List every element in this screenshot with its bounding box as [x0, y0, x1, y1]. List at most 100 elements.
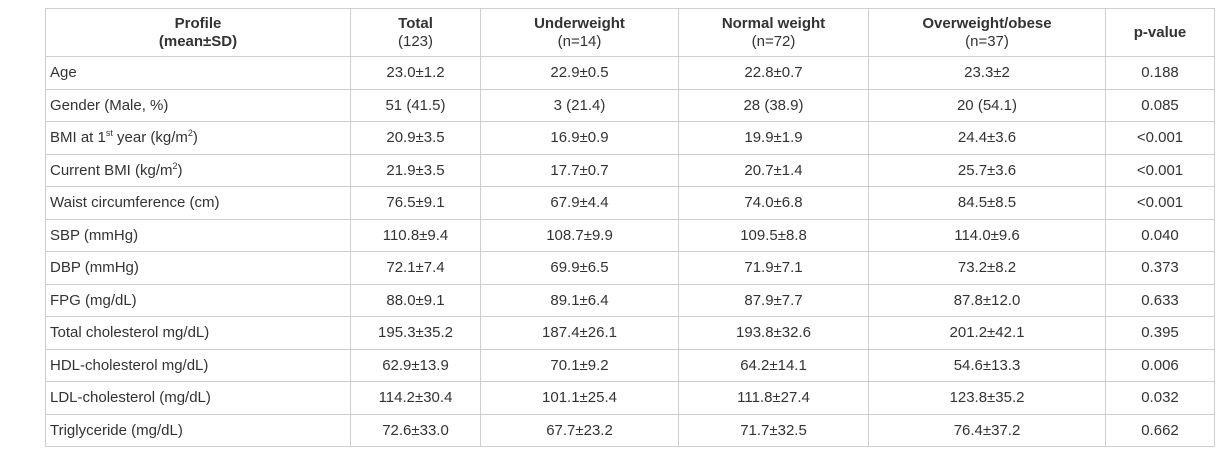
header-cell: Underweight (n=14) [480, 8, 679, 57]
table-row: Triglyceride (mg/dL) 72.6±33.0 67.7±23.2 71… [45, 413, 1215, 447]
row-label: BMI at 1st year (kg/m2) [45, 121, 351, 155]
table-cell: 114.2±30.4 [350, 381, 481, 415]
table-cell: 114.0±9.6 [868, 218, 1106, 252]
table-row: Gender (Male, %) 51 (41.5) 3 (21.4) 28 (38.… [45, 88, 1215, 122]
table-cell: 76.5±9.1 [350, 186, 481, 220]
table-cell: 25.7±3.6 [868, 153, 1106, 187]
row-label: Triglyceride (mg/dL) [45, 413, 351, 447]
header-title: Underweight [534, 14, 625, 32]
table-cell: 108.7±9.9 [480, 218, 679, 252]
header-cell: Total (123) [350, 8, 481, 57]
table-cell: 84.5±8.5 [868, 186, 1106, 220]
table-cell: 0.188 [1105, 56, 1215, 90]
superscript: 2 [187, 128, 193, 139]
table-cell: 51 (41.5) [350, 88, 481, 122]
label-text: SBP (mmHg) [50, 226, 139, 244]
table-row: SBP (mmHg) 110.8±9.4 108.7±9.9 109.5±8.8 114… [45, 218, 1215, 252]
label-text: Current BMI (kg/m [50, 161, 173, 179]
row-label: SBP (mmHg) [45, 218, 351, 252]
table-cell: <0.001 [1105, 153, 1215, 187]
label-text: year (kg/m [112, 129, 188, 147]
table-cell: 123.8±35.2 [868, 381, 1106, 415]
table-cell: 64.2±14.1 [678, 348, 869, 382]
table-cell: 28 (38.9) [678, 88, 869, 122]
header-title: Normal weight [721, 14, 826, 32]
header-subtitle: (n=37) [965, 32, 1009, 50]
table-cell: <0.001 [1105, 186, 1215, 220]
table-cell: 193.8±32.6 [678, 316, 869, 350]
table-cell: <0.001 [1105, 121, 1215, 155]
label-text: ) [177, 161, 183, 179]
header-subtitle: (mean±SD) [158, 32, 238, 50]
table-cell: 22.9±0.5 [480, 56, 679, 90]
label-text: DBP (mmHg) [50, 259, 139, 277]
table-cell: 76.4±37.2 [868, 413, 1106, 447]
table-cell: 23.0±1.2 [350, 56, 481, 90]
row-label: Total cholesterol mg/dL) [45, 316, 351, 350]
label-text: BMI at 1 [50, 129, 106, 147]
table-cell: 89.1±6.4 [480, 283, 679, 317]
table-cell: 62.9±13.9 [350, 348, 481, 382]
table-cell: 187.4±26.1 [480, 316, 679, 350]
label-text: Triglyceride (mg/dL) [50, 421, 183, 439]
table-cell: 67.9±4.4 [480, 186, 679, 220]
table-cell: 111.8±27.4 [678, 381, 869, 415]
row-label: Age [45, 56, 351, 90]
table-cell: 67.7±23.2 [480, 413, 679, 447]
table-cell: 72.6±33.0 [350, 413, 481, 447]
table-cell: 74.0±6.8 [678, 186, 869, 220]
row-label: Current BMI (kg/m2) [45, 153, 351, 187]
table-cell: 87.8±12.0 [868, 283, 1106, 317]
label-text: Total cholesterol mg/dL) [50, 324, 210, 342]
table-cell: 73.2±8.2 [868, 251, 1106, 285]
table-cell: 16.9±0.9 [480, 121, 679, 155]
header-cell: Profile (mean±SD) [45, 8, 351, 57]
table-cell: 24.4±3.6 [868, 121, 1106, 155]
label-text: ) [192, 129, 198, 147]
label-text: LDL-cholesterol (mg/dL) [50, 389, 211, 407]
table-cell: 195.3±35.2 [350, 316, 481, 350]
table-cell: 0.085 [1105, 88, 1215, 122]
table-cell: 0.662 [1105, 413, 1215, 447]
row-label: FPG (mg/dL) [45, 283, 351, 317]
table-cell: 0.032 [1105, 381, 1215, 415]
table-row: Age 23.0±1.2 22.9±0.5 22.8±0.7 23.3±2 0.188 [45, 56, 1215, 90]
header-cell: p-value [1105, 8, 1215, 57]
table-cell: 110.8±9.4 [350, 218, 481, 252]
label-text: Waist circumference (cm) [50, 194, 220, 212]
table-cell: 109.5±8.8 [678, 218, 869, 252]
table-cell: 20.9±3.5 [350, 121, 481, 155]
header-cell: Normal weight (n=72) [678, 8, 869, 57]
table-row: HDL-cholesterol mg/dL) 62.9±13.9 70.1±9.2 6… [45, 348, 1215, 382]
header-title: p-value [1133, 23, 1187, 41]
header-subtitle: (123) [397, 32, 434, 50]
superscript: 2 [172, 160, 178, 171]
table-row: Total cholesterol mg/dL) 195.3±35.2 187.4±… [45, 316, 1215, 350]
table-cell: 23.3±2 [868, 56, 1106, 90]
table-cell: 71.9±7.1 [678, 251, 869, 285]
data-table: Profile (mean±SD) Total (123) Underweight (n=… [45, 8, 1215, 447]
table-cell: 88.0±9.1 [350, 283, 481, 317]
table-cell: 20 (54.1) [868, 88, 1106, 122]
table-cell: 20.7±1.4 [678, 153, 869, 187]
table-cell: 22.8±0.7 [678, 56, 869, 90]
header-row: Profile (mean±SD) Total (123) Underweight (n=… [45, 8, 1215, 57]
table-cell: 21.9±3.5 [350, 153, 481, 187]
header-cell: Overweight/obese (n=37) [868, 8, 1106, 57]
table-row: DBP (mmHg) 72.1±7.4 69.9±6.5 71.9±7.1 73.2±8… [45, 251, 1215, 285]
table-cell: 0.373 [1105, 251, 1215, 285]
table-cell: 0.040 [1105, 218, 1215, 252]
table-row: LDL-cholesterol (mg/dL) 114.2±30.4 101.1±2… [45, 381, 1215, 415]
table-cell: 101.1±25.4 [480, 381, 679, 415]
table-cell: 0.395 [1105, 316, 1215, 350]
table-cell: 72.1±7.4 [350, 251, 481, 285]
header-title: Overweight/obese [922, 14, 1052, 32]
table-cell: 19.9±1.9 [678, 121, 869, 155]
table-row: FPG (mg/dL) 88.0±9.1 89.1±6.4 87.9±7.7 87.8±… [45, 283, 1215, 317]
table-cell: 17.7±0.7 [480, 153, 679, 187]
table-row: Waist circumference (cm) 76.5±9.1 67.9±4.4… [45, 186, 1215, 220]
table-cell: 54.6±13.3 [868, 348, 1106, 382]
header-title: Total [398, 14, 433, 32]
header-subtitle: (n=14) [557, 32, 602, 50]
